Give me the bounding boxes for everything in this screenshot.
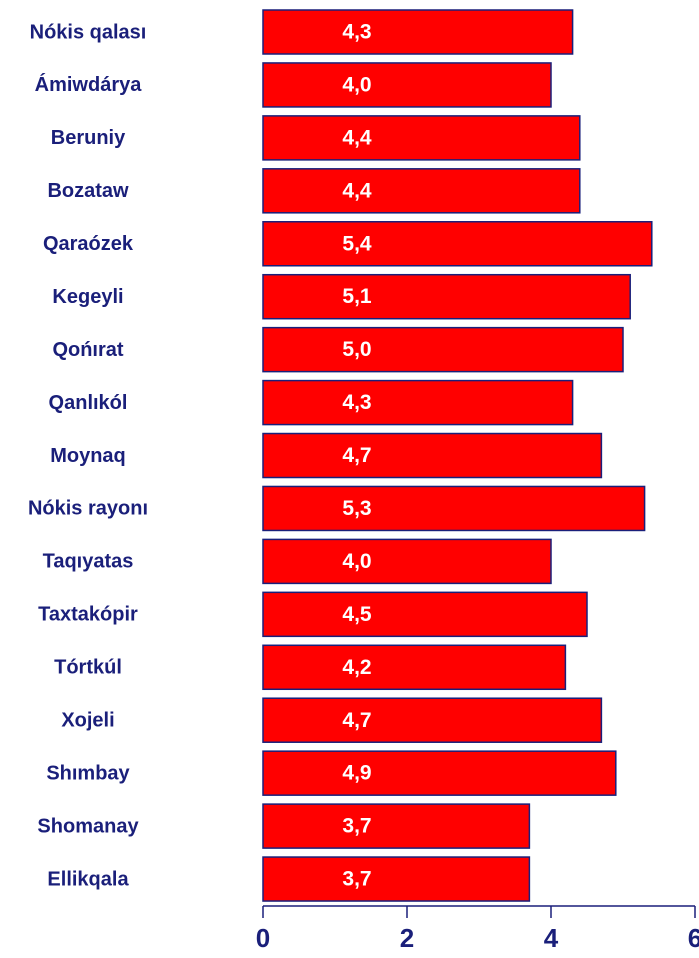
- category-label: Shomanay: [37, 815, 139, 837]
- category-label: Taxtakópir: [38, 604, 138, 626]
- category-label: Qanlıkól: [49, 392, 128, 414]
- bar: [262, 432, 603, 479]
- x-tick-label: 0: [256, 923, 270, 953]
- value-label: 5,0: [342, 338, 371, 361]
- value-label: 5,3: [342, 497, 371, 520]
- bar: [262, 221, 653, 267]
- value-label: 3,7: [342, 868, 371, 891]
- category-label: Shımbay: [46, 762, 130, 784]
- bar: [262, 115, 581, 161]
- value-label: 4,3: [342, 391, 371, 414]
- bar: [262, 591, 588, 638]
- value-label: 4,5: [342, 603, 372, 626]
- value-label: 5,1: [342, 285, 372, 308]
- bar: [262, 379, 574, 426]
- x-tick-label: 4: [544, 923, 559, 953]
- value-label: 4,3: [342, 21, 371, 44]
- category-label: Qońırat: [52, 339, 123, 361]
- category-label: Nókis rayonı: [28, 498, 148, 520]
- bar: [262, 273, 631, 320]
- value-label: 4,7: [342, 709, 371, 732]
- bar: [262, 856, 531, 902]
- bar: [262, 538, 552, 585]
- value-label: 4,0: [342, 550, 371, 573]
- bar: [262, 62, 552, 108]
- bar: [262, 326, 624, 373]
- category-label: Ellikqala: [47, 868, 129, 890]
- category-label: Bozataw: [47, 180, 129, 202]
- value-label: 4,7: [342, 444, 371, 467]
- value-label: 4,4: [342, 179, 372, 202]
- bar: [262, 803, 531, 849]
- category-label: Xojeli: [61, 710, 114, 732]
- value-label: 4,4: [342, 126, 372, 149]
- value-label: 4,0: [342, 73, 371, 96]
- x-tick-label: 2: [400, 923, 414, 953]
- bar: [262, 697, 603, 743]
- x-tick-label: 6: [688, 923, 699, 953]
- category-label: Kegeyli: [52, 286, 123, 308]
- category-label: Taqıyatas: [43, 551, 134, 573]
- bar: [262, 9, 574, 55]
- category-label: Qaraózek: [43, 233, 134, 255]
- category-label: Beruniy: [51, 127, 126, 149]
- value-label: 3,7: [342, 815, 371, 838]
- value-label: 4,9: [342, 762, 371, 785]
- bar: [262, 168, 581, 214]
- category-label: Moynaq: [50, 445, 126, 467]
- bar: [262, 750, 617, 796]
- category-label: Tórtkúl: [54, 657, 122, 679]
- category-label: Ámiwdárya: [35, 73, 143, 96]
- category-label: Nókis qalası: [30, 21, 147, 43]
- bar: [262, 485, 646, 532]
- bar: [262, 644, 567, 691]
- value-label: 5,4: [342, 232, 372, 255]
- value-label: 4,2: [342, 656, 371, 679]
